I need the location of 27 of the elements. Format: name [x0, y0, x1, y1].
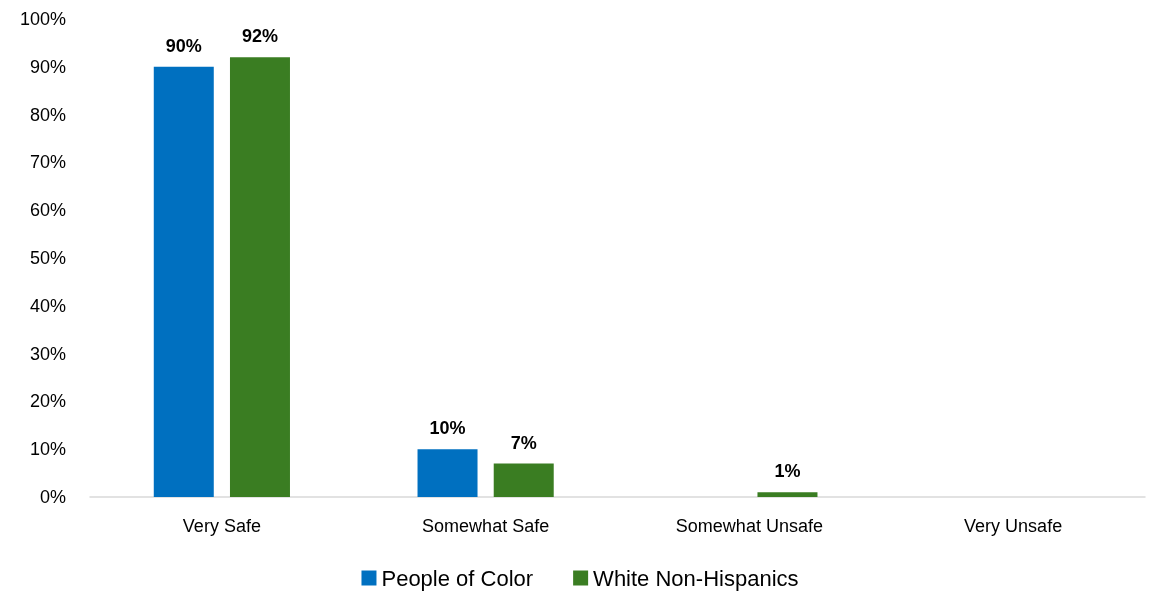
y-tick-label: 0%: [39, 487, 66, 507]
x-tick-label: Somewhat Safe: [422, 516, 550, 536]
bar: [757, 492, 818, 497]
x-tick-label: Very Safe: [182, 516, 261, 536]
x-tick-label: Somewhat Unsafe: [675, 516, 823, 536]
y-tick-label: 40%: [29, 295, 66, 316]
y-tick-label: 50%: [29, 248, 66, 268]
y-tick-label: 100%: [19, 9, 66, 29]
legend-label: People of Color: [381, 565, 534, 591]
y-tick-label: 60%: [29, 200, 66, 221]
y-tick-label: 70%: [29, 152, 66, 173]
x-tick-label: Very Unsafe: [964, 516, 1063, 536]
data-label: 10%: [429, 418, 466, 439]
data-label: 90%: [165, 35, 202, 56]
data-label: 1%: [774, 461, 801, 482]
y-tick-label: 10%: [29, 439, 66, 460]
bar: [417, 449, 478, 497]
bar: [229, 57, 290, 497]
bar: [153, 66, 214, 497]
data-label: 7%: [510, 432, 537, 453]
y-tick-label: 30%: [29, 343, 66, 364]
y-tick-label: 20%: [29, 391, 66, 412]
data-label: 92%: [241, 26, 278, 47]
y-tick-label: 90%: [29, 56, 66, 77]
legend-label: White Non-Hispanics: [593, 565, 799, 591]
y-tick-label: 80%: [29, 104, 66, 125]
bar: [493, 463, 554, 497]
